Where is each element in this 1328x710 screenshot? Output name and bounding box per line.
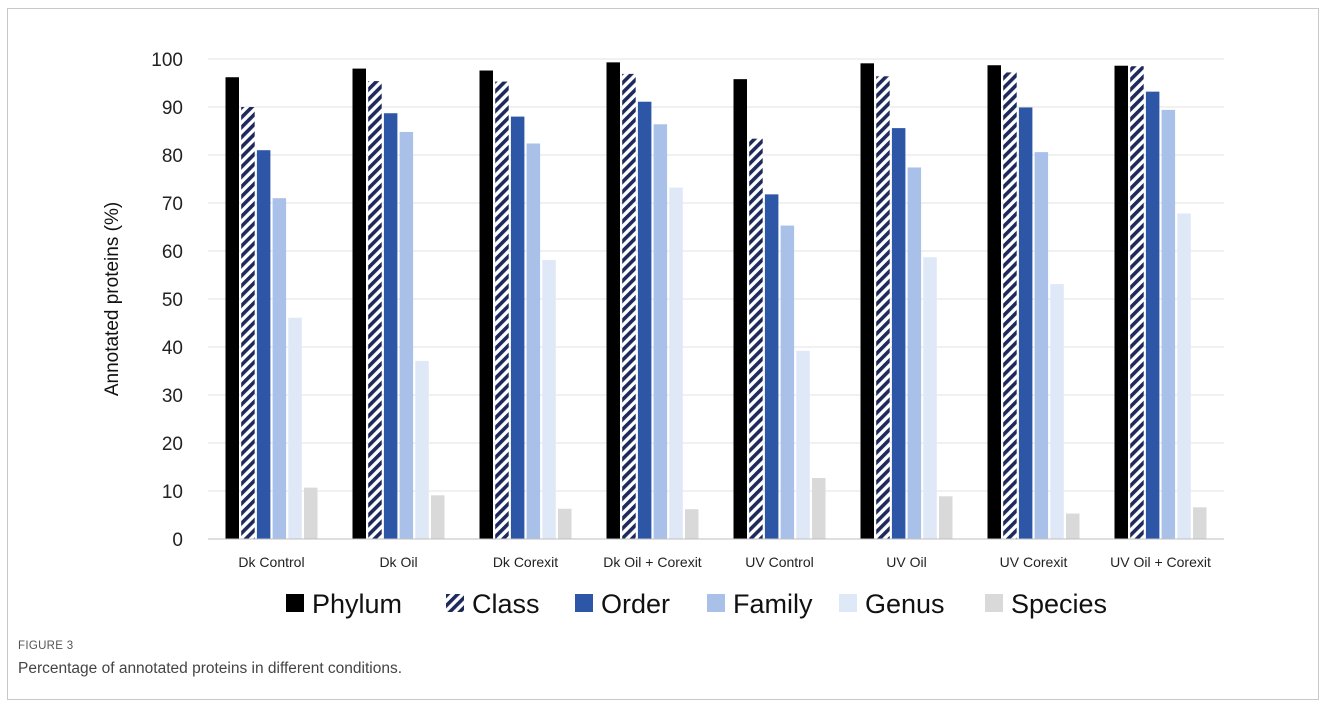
legend-label-class: Class (472, 589, 540, 619)
y-tick-label: 20 (162, 434, 183, 455)
bar-class (368, 81, 382, 539)
y-tick-label: 70 (162, 194, 183, 215)
x-category-label: UV Control (745, 554, 813, 570)
x-category-label: Dk Control (238, 554, 304, 570)
y-tick-label: 80 (162, 146, 183, 167)
bar-phylum (1114, 65, 1128, 539)
figure-label: FIGURE 3 (18, 640, 74, 652)
y-tick-label: 50 (162, 290, 183, 311)
bar-genus (796, 350, 810, 539)
bar-class (749, 138, 763, 539)
legend-label-genus: Genus (865, 589, 945, 619)
bar-family (1161, 109, 1176, 539)
bar-genus (669, 187, 683, 539)
y-tick-label: 0 (172, 530, 183, 551)
x-category-label: Dk Oil (379, 554, 417, 570)
y-axis-title: Annotated proteins (%) (102, 202, 123, 396)
y-tick-label: 30 (162, 386, 183, 407)
bar-family (780, 225, 795, 539)
y-tick-label: 40 (162, 338, 183, 359)
legend-label-family: Family (733, 589, 813, 619)
bar-class (495, 81, 509, 539)
legend-swatch-order (575, 594, 593, 612)
bar-genus (923, 257, 937, 539)
bar-genus (542, 260, 556, 539)
bar-class (622, 73, 636, 539)
bar-species (812, 478, 826, 539)
bar-genus (1050, 284, 1064, 539)
bar-family (526, 143, 541, 540)
legend: Phylum Class Order Family Genus Species (286, 589, 1107, 619)
bar-phylum (606, 62, 620, 540)
legend-swatch-genus (839, 594, 857, 612)
bar-phylum (733, 79, 747, 539)
bar-phylum (479, 70, 493, 540)
x-category-label: UV Oil (886, 554, 926, 570)
bar-family (907, 167, 922, 540)
bar-class (1130, 66, 1144, 539)
bar-phylum (225, 77, 239, 540)
bar-genus (1177, 213, 1191, 539)
bar-order (510, 116, 525, 539)
y-axis-ticks: 0 10 20 30 40 50 60 70 80 90 100 (151, 50, 183, 551)
bar-species (939, 496, 953, 539)
bar-order (1145, 91, 1160, 539)
legend-swatch-class (446, 594, 464, 612)
y-tick-label: 60 (162, 242, 183, 263)
figure-caption: Percentage of annotated proteins in diff… (18, 660, 403, 677)
bar-species (1066, 513, 1080, 539)
bar-class (1003, 72, 1017, 539)
bar-genus (415, 360, 429, 539)
bar-species (304, 487, 318, 539)
legend-swatch-phylum (286, 594, 304, 612)
bar-species (1193, 507, 1207, 539)
bar-order (891, 128, 906, 539)
y-tick-label: 100 (151, 50, 183, 71)
bar-order (383, 113, 398, 540)
bars (225, 62, 1207, 540)
y-tick-label: 90 (162, 98, 183, 119)
bar-family (272, 198, 287, 539)
bar-genus (288, 317, 302, 539)
bar-order (1018, 107, 1033, 539)
y-tick-label: 10 (162, 482, 183, 503)
bar-order (637, 101, 652, 539)
legend-swatch-species (985, 594, 1003, 612)
bar-class (876, 76, 890, 539)
x-category-label: UV Corexit (1000, 554, 1068, 570)
x-category-label: Dk Corexit (493, 554, 558, 570)
legend-label-species: Species (1011, 589, 1107, 619)
bar-phylum (352, 68, 366, 539)
bar-phylum (987, 65, 1001, 540)
bar-phylum (860, 63, 874, 539)
bar-family (653, 124, 668, 539)
legend-label-phylum: Phylum (312, 589, 402, 619)
bar-family (1034, 152, 1049, 539)
x-category-label: UV Oil + Corexit (1110, 554, 1211, 570)
bar-species (558, 508, 572, 539)
bar-order (256, 150, 271, 539)
bar-species (431, 495, 445, 539)
legend-swatch-family (707, 594, 725, 612)
x-category-label: Dk Oil + Corexit (603, 554, 702, 570)
bar-species (685, 509, 699, 539)
bar-family (399, 131, 414, 539)
bar-order (764, 194, 779, 540)
legend-label-order: Order (601, 589, 670, 619)
bar-class (241, 107, 255, 539)
x-axis-categories: Dk Control Dk Oil Dk Corexit Dk Oil + Corex… (238, 554, 1211, 570)
